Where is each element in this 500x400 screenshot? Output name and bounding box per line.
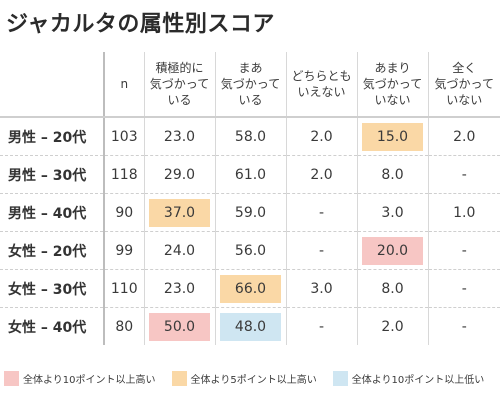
legend-label: 全体より10ポイント以上高い [23,374,156,386]
value-cell: 2.0 [427,117,500,156]
value-cell: 20.0 [356,231,428,270]
value-cell: 50.0 [143,307,215,345]
value-cell: - [427,307,500,345]
highlight-plus10: 20.0 [361,236,424,265]
value-text: - [461,166,467,183]
legend-swatch [332,370,348,386]
value-text: - [461,242,467,259]
legend-label: 全体より5ポイント以上高い [190,374,317,386]
table-row: 女性 – 20代 99 24.0 56.0 - 20.0 - [0,231,500,270]
score-table: n 積極的に 気づかって いる まあ 気づかって いる どちらとも いえない あ… [0,52,500,345]
value-cell: - [427,231,500,270]
legend-swatch [171,370,187,386]
sample-size-cell: 103 [103,117,144,156]
value-text: 2.0 [381,318,404,335]
header-cell-somewhat-considerate: まあ 気づかって いる [214,52,286,118]
value-text: 23.0 [163,128,196,145]
highlight-plus10: 50.0 [148,312,211,341]
header-cell-n: n [103,52,144,118]
value-cell: 61.0 [214,155,286,194]
sample-size-cell: 90 [103,193,144,232]
value-text: 58.0 [234,128,267,145]
value-cell: 15.0 [356,117,428,156]
sample-size-cell: 118 [103,155,144,194]
sample-size-cell: 110 [103,269,144,308]
value-cell: - [285,231,357,270]
value-cell: 29.0 [143,155,215,194]
page-title: ジャカルタの属性別スコア [6,12,275,37]
value-cell: 8.0 [356,155,428,194]
value-text: - [461,280,467,297]
value-text: 8.0 [381,280,404,297]
value-text: - [318,318,325,335]
highlight-plus5: 15.0 [361,122,424,151]
value-text: 23.0 [163,280,196,297]
header-cell-very-considerate: 積極的に 気づかって いる [143,52,215,118]
value-cell: 2.0 [285,117,357,156]
value-text: 2.0 [453,128,476,145]
highlight-plus5: 66.0 [219,274,282,303]
value-cell: 8.0 [356,269,428,308]
value-cell: 1.0 [427,193,500,232]
legend-item-minus10: 全体より10ポイント以上低い [332,370,485,386]
value-text: 24.0 [163,242,196,259]
row-label: 男性 – 40代 [0,193,104,232]
value-cell: 3.0 [356,193,428,232]
legend-item-plus10: 全体より10ポイント以上高い [4,370,156,386]
row-label: 女性 – 30代 [0,269,104,308]
table-header-row: n 積極的に 気づかって いる まあ 気づかって いる どちらとも いえない あ… [0,52,500,118]
table-row: 男性 – 20代 103 23.0 58.0 2.0 15.0 2.0 [0,117,500,156]
value-cell: - [427,269,500,308]
sample-size-cell: 99 [103,231,144,270]
value-cell: 58.0 [214,117,286,156]
value-cell: 56.0 [214,231,286,270]
highlight-plus5: 37.0 [148,198,211,227]
value-text: - [318,242,325,259]
legend-item-plus5: 全体より5ポイント以上高い [171,370,317,386]
header-cell-label [0,52,104,118]
value-text: 2.0 [310,166,333,183]
value-text: 3.0 [310,280,333,297]
value-cell: - [285,193,357,232]
table-row: 男性 – 40代 90 37.0 59.0 - 3.0 1.0 [0,193,500,232]
value-cell: 2.0 [356,307,428,345]
header-cell-not-at-all-considerate: 全く 気づかって いない [427,52,500,118]
table-row: 女性 – 30代 110 23.0 66.0 3.0 8.0 - [0,269,500,308]
legend-label: 全体より10ポイント以上低い [351,374,485,386]
value-text: - [461,318,467,335]
value-text: 2.0 [310,128,333,145]
value-text: 59.0 [234,204,267,221]
highlight-minus10: 48.0 [219,312,282,341]
header-cell-not-very-considerate: あまり 気づかって いない [356,52,428,118]
value-text: 29.0 [163,166,196,183]
value-cell: - [285,307,357,345]
value-cell: 48.0 [214,307,286,345]
value-cell: 24.0 [143,231,215,270]
row-label: 男性 – 30代 [0,155,104,194]
row-label: 女性 – 20代 [0,231,104,270]
legend-swatch [4,370,19,386]
sample-size-cell: 80 [103,307,144,345]
value-cell: - [427,155,500,194]
value-text: 1.0 [453,204,476,221]
value-text: 56.0 [234,242,267,259]
legend: 全体より10ポイント以上高い 全体より5ポイント以上高い 全体より10ポイント以上低… [0,367,500,389]
value-cell: 59.0 [214,193,286,232]
value-cell: 2.0 [285,155,357,194]
value-cell: 23.0 [143,117,215,156]
table-row: 女性 – 40代 80 50.0 48.0 - 2.0 - [0,307,500,345]
value-text: 3.0 [381,204,404,221]
value-cell: 3.0 [285,269,357,308]
table-row: 男性 – 30代 118 29.0 61.0 2.0 8.0 - [0,155,500,194]
value-text: 61.0 [234,166,267,183]
header-cell-neutral: どちらとも いえない [285,52,357,118]
row-label: 女性 – 40代 [8,319,87,336]
value-cell: 37.0 [143,193,215,232]
value-cell: 23.0 [143,269,215,308]
value-text: 8.0 [381,166,404,183]
value-cell: 66.0 [214,269,286,308]
row-label: 男性 – 20代 [0,117,104,156]
value-text: - [318,204,325,221]
